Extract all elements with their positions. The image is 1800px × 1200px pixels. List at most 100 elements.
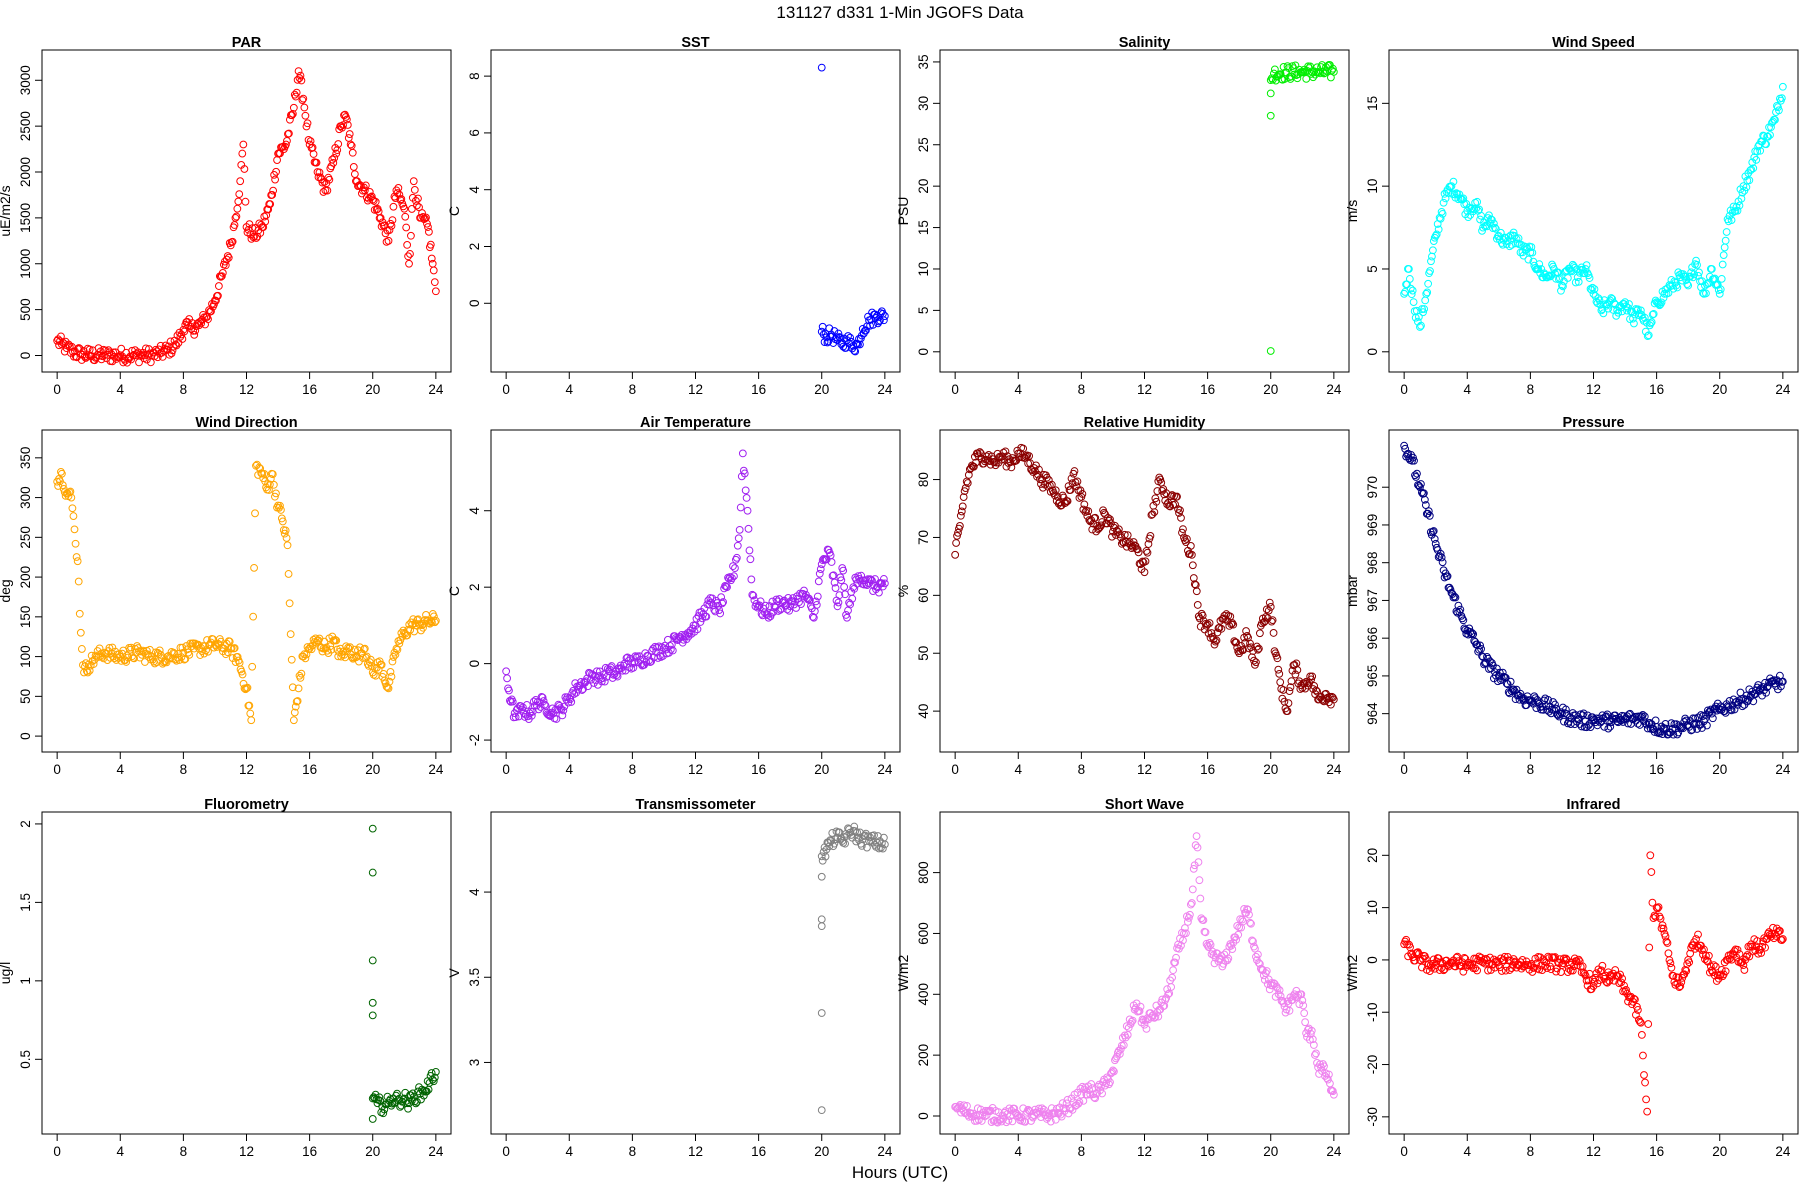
data-point-interp (1188, 885, 1197, 894)
data-point-interp (1648, 898, 1657, 907)
data-point-interp (1027, 465, 1035, 474)
data-point-interp (1255, 629, 1264, 638)
data-point-interp (829, 571, 838, 580)
data-point (1684, 281, 1693, 290)
data-point-interp (1315, 68, 1323, 76)
data-point-interp (1047, 480, 1056, 489)
data-point-interp (1313, 63, 1321, 72)
data-point-interp (1325, 1070, 1333, 1079)
data-point-interp (571, 679, 580, 688)
data-point-interp (570, 690, 579, 698)
data-point-interp (1745, 952, 1754, 961)
x-tick-label: 20 (1263, 762, 1278, 777)
data-point-interp (1167, 983, 1176, 991)
data-point-interp (955, 524, 963, 533)
data-point-interp (327, 645, 336, 654)
data-point-interp (95, 351, 104, 360)
data-point-interp (1105, 516, 1113, 525)
data-point (1629, 314, 1637, 323)
data-point (1266, 111, 1275, 120)
data-point-interp (1561, 954, 1570, 963)
y-tick-label: 100 (18, 645, 33, 668)
data-point-interp (1268, 616, 1277, 624)
data-point-interp (240, 684, 249, 693)
data-point-interp (304, 136, 313, 144)
data-point-interp (191, 326, 200, 335)
data-point-interp (975, 448, 984, 456)
data-point-interp (1693, 261, 1701, 269)
data-point-interp (1742, 952, 1751, 961)
data-point-interp (584, 682, 592, 691)
data-point-interp (1197, 609, 1206, 618)
data-point-interp (1561, 705, 1570, 714)
data-point-interp (756, 597, 765, 606)
data-point-interp (1738, 188, 1747, 197)
data-point-interp (249, 233, 258, 242)
data-point-interp (1630, 319, 1638, 328)
data-point-interp (1562, 266, 1571, 275)
data-point-interp (155, 646, 164, 655)
y-tick-label: 10 (916, 261, 931, 276)
data-point-interp (1664, 949, 1673, 958)
data-point-interp (1163, 985, 1172, 994)
data-point-interp (1507, 687, 1516, 696)
data-point-interp (150, 659, 159, 668)
data-point-interp (1135, 1007, 1144, 1016)
x-tick-label: 20 (814, 1144, 829, 1159)
data-point-interp (819, 848, 828, 856)
data-point-interp (1560, 717, 1568, 726)
data-point-interp (1144, 540, 1153, 548)
y-tick-label: 600 (916, 922, 931, 945)
data-point-interp (1215, 955, 1224, 964)
data-point-interp (1138, 557, 1147, 566)
data-point-interp (331, 635, 340, 644)
data-point-interp (716, 609, 725, 618)
data-point-interp (656, 651, 664, 660)
data-point (368, 956, 377, 965)
x-tick-label: 4 (1015, 1144, 1023, 1159)
x-tick-label: 8 (629, 1144, 637, 1159)
y-tick-label: 10 (1365, 900, 1380, 915)
data-point-interp (1757, 949, 1766, 957)
data-point-interp (1541, 962, 1550, 970)
data-point-interp (430, 618, 439, 627)
data-point-interp (867, 575, 875, 584)
data-point-interp (1509, 685, 1518, 694)
data-point-interp (1446, 585, 1455, 594)
x-tick-label: 4 (1464, 1144, 1472, 1159)
data-point-interp (301, 654, 310, 663)
data-point-interp (71, 352, 80, 361)
x-tick-label: 12 (239, 762, 254, 777)
data-point-interp (1119, 1041, 1128, 1050)
data-point-interp (1084, 507, 1093, 516)
panel-fluorometry: Fluorometry 0 4 8 12 16 20 24 0.5 1 1.5 2 ug/l (0, 797, 452, 1159)
data-point-interp (217, 272, 226, 280)
data-point-interp (619, 661, 628, 670)
data-point-interp (1740, 966, 1749, 974)
data-point (1172, 953, 1180, 962)
x-tick-label: 8 (180, 1144, 188, 1159)
data-point-interp (406, 250, 414, 258)
x-tick-label: 12 (688, 382, 703, 397)
x-tick-label: 0 (502, 1144, 510, 1159)
data-point-interp (1136, 1002, 1145, 1011)
data-point-interp (1611, 966, 1620, 974)
data-point (368, 868, 377, 877)
data-point-interp (296, 674, 305, 682)
data-point-interp (834, 329, 843, 338)
x-tick-label: 12 (1137, 1144, 1152, 1159)
data-point-interp (1188, 561, 1197, 570)
data-point-interp (846, 333, 855, 342)
data-point-interp (1193, 601, 1202, 609)
x-tick-label: 24 (428, 762, 444, 777)
data-point-interp (721, 582, 729, 590)
data-point-interp (733, 541, 742, 550)
data-point-interp (1443, 572, 1452, 581)
data-point-interp (243, 683, 252, 692)
y-tick-label: 0 (18, 352, 33, 360)
y-tick-label: 0 (467, 660, 482, 668)
data-point-interp (1008, 1117, 1017, 1126)
data-point-interp (1328, 64, 1337, 73)
data-point-interp (1697, 941, 1705, 950)
data-point-interp (1675, 983, 1684, 992)
